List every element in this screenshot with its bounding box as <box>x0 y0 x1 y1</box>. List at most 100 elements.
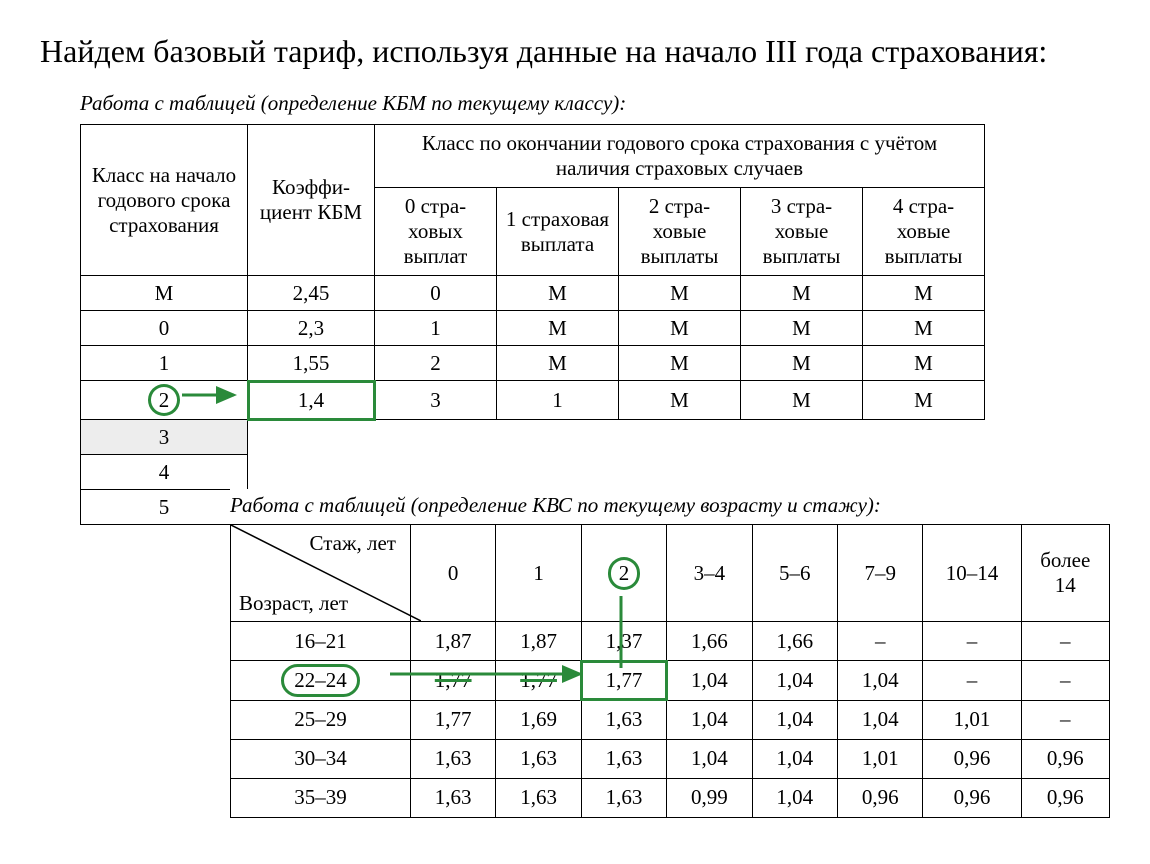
kvs-h: более 14 <box>1021 525 1109 622</box>
kvs-cell: 0,96 <box>923 778 1021 817</box>
kvs-cell: 35–39 <box>231 778 411 817</box>
kbm-cell: М <box>863 346 985 381</box>
kbm-table: Класс на начало годового срока страхован… <box>80 124 985 525</box>
kbm-cell: М <box>741 311 863 346</box>
kvs-cell: – <box>1021 661 1109 700</box>
kvs-cell: – <box>923 661 1021 700</box>
kbm-cell: М <box>619 276 741 311</box>
kbm-row-extra: 4 <box>81 455 985 490</box>
kvs-row: 25–29 1,77 1,69 1,63 1,04 1,04 1,04 1,01… <box>231 700 1110 739</box>
kvs-row-selected: 22–24 1,77 1,77 1,77 1,04 1,04 1,04 – – <box>231 661 1110 700</box>
kbm-cell: М <box>863 381 985 420</box>
kbm-cell: 5 <box>81 490 248 525</box>
kbm-row: 1 1,55 2 М М М М <box>81 346 985 381</box>
kvs-cell: 1,63 <box>496 739 581 778</box>
kbm-cell: 2 <box>375 346 497 381</box>
kbm-h-coef: Коэффи­циент КБМ <box>248 125 375 276</box>
kvs-h: 0 <box>410 525 495 622</box>
kbm-cell: 4 <box>81 455 248 490</box>
kvs-cell: 1,63 <box>581 739 666 778</box>
kvs-cell: 0,96 <box>838 778 923 817</box>
kvs-block: Работа с таблицей (определение КВС по те… <box>230 489 1110 817</box>
kbm-cell: 1 <box>81 346 248 381</box>
kbm-cell: М <box>863 276 985 311</box>
kvs-cell: 0,96 <box>923 739 1021 778</box>
kvs-cell: 1,04 <box>838 661 923 700</box>
kvs-cell: 1,77 <box>410 661 495 700</box>
kvs-cell: 0,99 <box>667 778 752 817</box>
kvs-h: 3–4 <box>667 525 752 622</box>
caption-kbm: Работа с таблицей (определение КБМ по те… <box>80 91 1110 116</box>
kvs-cell: 1,04 <box>667 661 752 700</box>
kvs-cell: – <box>1021 700 1109 739</box>
kbm-cell-selected-kbm: 1,4 <box>248 381 375 420</box>
kvs-cell: 1,04 <box>838 700 923 739</box>
kvs-cell: 1,37 <box>581 622 666 661</box>
kvs-cell: 25–29 <box>231 700 411 739</box>
kbm-h-p2: 2 стра­ховые выплаты <box>619 188 741 276</box>
kvs-cell: 1,04 <box>752 778 837 817</box>
kbm-row-selected: 2 1,4 3 1 М М М <box>81 381 985 420</box>
kvs-cell: 0,96 <box>1021 778 1109 817</box>
kvs-table: Стаж, лет Возраст, лет 0 1 2 3–4 5–6 7–9… <box>230 524 1110 817</box>
kbm-cell: 1,55 <box>248 346 375 381</box>
kbm-cell: 0 <box>375 276 497 311</box>
kvs-cell: 1,87 <box>410 622 495 661</box>
kbm-cell: 3 <box>375 381 497 420</box>
selected-col-circle: 2 <box>608 557 641 589</box>
kbm-cell: М <box>863 311 985 346</box>
kbm-h-p4: 4 стра­ховые выплаты <box>863 188 985 276</box>
kvs-cell-selected-value: 1,77 <box>581 661 666 700</box>
kbm-cell: 1 <box>497 381 619 420</box>
kbm-cell: М <box>741 381 863 420</box>
kvs-cell: 1,04 <box>752 700 837 739</box>
selected-age-oval: 22–24 <box>281 664 360 696</box>
kbm-row-extra: 3 <box>81 420 985 455</box>
kvs-cell: 1,66 <box>667 622 752 661</box>
kvs-cell: 16–21 <box>231 622 411 661</box>
selected-class-circle: 2 <box>148 384 181 416</box>
kbm-cell: 2,3 <box>248 311 375 346</box>
kvs-stazh-label: Стаж, лет <box>309 531 395 556</box>
kvs-row: 35–39 1,63 1,63 1,63 0,99 1,04 0,96 0,96… <box>231 778 1110 817</box>
kbm-cell: 3 <box>81 420 248 455</box>
kvs-cell: 1,69 <box>496 700 581 739</box>
kvs-age-label: Возраст, лет <box>239 592 348 615</box>
kvs-cell: 1,66 <box>752 622 837 661</box>
kvs-h: 7–9 <box>838 525 923 622</box>
kbm-cell: 1 <box>375 311 497 346</box>
kbm-block: Класс на начало годового срока страхован… <box>40 124 1110 525</box>
kvs-diag-header: Стаж, лет Возраст, лет <box>231 525 411 622</box>
kvs-cell: 1,87 <box>496 622 581 661</box>
kvs-cell: 1,01 <box>923 700 1021 739</box>
kbm-cell: М <box>497 311 619 346</box>
kbm-cell: М <box>619 381 741 420</box>
kvs-h-selected: 2 <box>581 525 666 622</box>
kvs-cell: 30–34 <box>231 739 411 778</box>
kvs-cell: 1,63 <box>410 778 495 817</box>
kvs-cell-selected-age: 22–24 <box>231 661 411 700</box>
kbm-cell-selected-class: 2 <box>81 381 248 420</box>
kvs-cell: 1,63 <box>410 739 495 778</box>
kbm-h-p3: 3 стра­ховые выплаты <box>741 188 863 276</box>
kvs-h: 10–14 <box>923 525 1021 622</box>
kvs-cell: 1,04 <box>667 700 752 739</box>
kbm-cell: М <box>619 346 741 381</box>
kvs-h: 1 <box>496 525 581 622</box>
kbm-row: М 2,45 0 М М М М <box>81 276 985 311</box>
kvs-cell: – <box>838 622 923 661</box>
kvs-cell: – <box>923 622 1021 661</box>
kbm-h-p0: 0 стра­ховых выплат <box>375 188 497 276</box>
kvs-cell: – <box>1021 622 1109 661</box>
kbm-cell: М <box>497 346 619 381</box>
page-heading: Найдем базовый тариф, используя данные н… <box>40 30 1110 73</box>
kbm-cell: М <box>741 346 863 381</box>
kbm-h-class: Класс на начало годового срока страхован… <box>81 125 248 276</box>
kvs-cell: 1,77 <box>410 700 495 739</box>
kbm-cell: М <box>497 276 619 311</box>
kbm-row: 0 2,3 1 М М М М <box>81 311 985 346</box>
kvs-cell: 0,96 <box>1021 739 1109 778</box>
kbm-cell: М <box>619 311 741 346</box>
kbm-cell: 2,45 <box>248 276 375 311</box>
kvs-cell: 1,04 <box>752 739 837 778</box>
